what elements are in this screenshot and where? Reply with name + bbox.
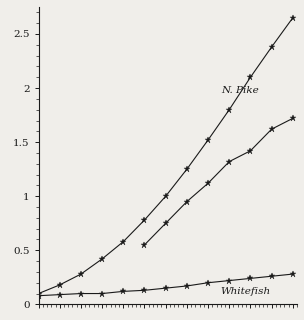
Text: Whitefish: Whitefish	[221, 286, 271, 296]
Text: N. Pike: N. Pike	[221, 86, 258, 95]
